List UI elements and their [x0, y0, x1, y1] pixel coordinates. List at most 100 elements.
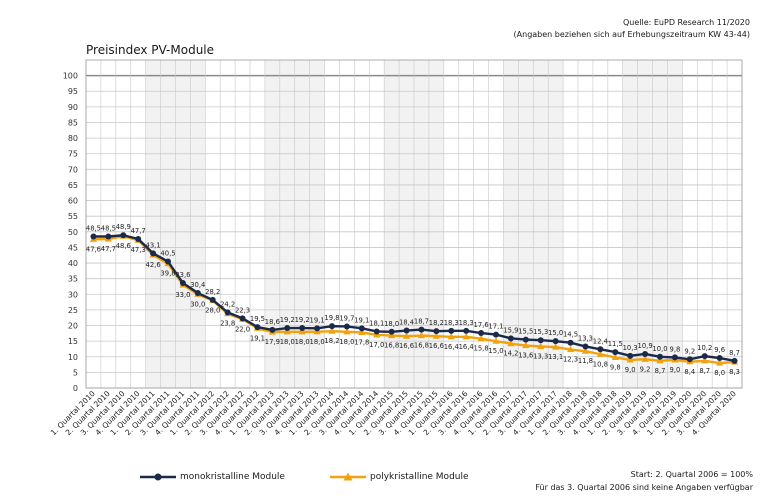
data-label-poly: 16,8 — [384, 342, 399, 350]
data-label-mono: 30,4 — [190, 281, 205, 289]
data-label-poly: 9,8 — [610, 363, 621, 371]
data-point-poly — [432, 332, 440, 339]
data-point-mono — [537, 337, 544, 344]
data-label-poly: 23,8 — [220, 320, 235, 328]
data-point-poly — [328, 327, 336, 334]
data-label-poly: 48,6 — [116, 242, 131, 250]
data-label-poly: 18,0 — [310, 338, 325, 346]
data-label-poly: 16,4 — [444, 343, 459, 351]
data-label-poly: 39,8 — [160, 270, 175, 278]
data-point-poly — [641, 355, 649, 362]
data-label-mono: 18,4 — [399, 319, 414, 327]
data-label-mono: 15,9 — [503, 326, 518, 334]
y-tick-label: 90 — [68, 103, 78, 112]
legend-label-mono: monokristalline Module — [180, 472, 285, 482]
y-tick-label: 100 — [63, 72, 78, 81]
data-point-mono — [224, 309, 231, 316]
data-label-poly: 19,1 — [250, 334, 265, 342]
source-note: Quelle: EuPD Research 11/2020 — [622, 18, 750, 27]
data-label-mono: 18,3 — [459, 319, 474, 327]
data-point-poly — [656, 357, 664, 364]
data-label-mono: 9,6 — [714, 346, 725, 354]
data-label-poly: 8,0 — [714, 369, 725, 377]
data-label-mono: 18,7 — [414, 318, 429, 326]
data-label-poly: 12,3 — [563, 356, 578, 364]
data-point-poly — [701, 357, 709, 364]
data-point-mono — [209, 296, 216, 303]
y-tick-label: 15 — [68, 337, 78, 346]
chart-title: Preisindex PV-Module — [86, 43, 215, 57]
y-tick-label: 30 — [68, 290, 78, 299]
data-label-mono: 10,3 — [623, 344, 638, 352]
data-point-mono — [627, 352, 634, 359]
data-label-mono: 18,1 — [369, 319, 384, 327]
y-tick-label: 35 — [68, 275, 78, 284]
data-label-mono: 22,3 — [235, 306, 250, 314]
data-label-poly: 16,4 — [459, 343, 474, 351]
plot-frame — [85, 59, 743, 389]
data-label-mono: 17,6 — [474, 321, 489, 329]
data-label-mono: 48,5 — [86, 224, 101, 232]
data-label-poly: 28,0 — [205, 307, 220, 315]
legend-label-poly: polykristalline Module — [370, 472, 469, 482]
data-point-mono — [448, 327, 455, 334]
data-label-mono: 48,9 — [116, 223, 131, 231]
data-label-poly: 42,6 — [146, 261, 161, 269]
legend-marker-poly — [330, 472, 366, 481]
data-point-poly — [611, 353, 619, 360]
y-tick-label: 0 — [73, 384, 78, 393]
y-tick-label: 40 — [68, 259, 78, 268]
data-label-poly: 9,2 — [640, 365, 651, 373]
data-point-poly — [507, 339, 515, 347]
data-label-mono: 47,7 — [131, 227, 146, 235]
data-point-mono — [194, 290, 201, 297]
data-point-mono — [642, 350, 649, 357]
data-label-poly: 18,0 — [295, 338, 310, 346]
data-label-mono: 28,2 — [205, 288, 220, 296]
data-label-poly: 13,3 — [533, 352, 548, 360]
data-label-poly: 8,7 — [699, 367, 710, 375]
data-point-poly — [447, 332, 455, 340]
data-point-poly — [462, 332, 470, 340]
y-tick-label: 45 — [68, 243, 78, 252]
data-point-poly — [417, 331, 426, 339]
data-label-mono: 15,0 — [548, 329, 563, 337]
data-point-poly — [388, 331, 396, 339]
data-point-mono — [433, 328, 440, 335]
data-label-poly: 22,0 — [235, 325, 250, 333]
data-label-poly: 16,8 — [414, 342, 429, 350]
data-point-poly — [522, 341, 530, 349]
data-label-poly: 15,0 — [488, 347, 503, 355]
data-point-mono — [314, 325, 321, 332]
data-point-poly — [358, 328, 366, 335]
data-point-poly — [477, 334, 485, 342]
data-label-poly: 18,2 — [324, 337, 339, 345]
data-point-mono — [657, 353, 663, 360]
data-label-mono: 19,1 — [354, 316, 369, 324]
data-point-poly — [298, 327, 306, 335]
data-point-mono — [403, 327, 410, 334]
data-point-mono — [478, 330, 485, 337]
data-label-mono: 40,5 — [160, 249, 175, 257]
data-label-mono: 12,4 — [593, 337, 608, 345]
data-point-mono — [522, 336, 529, 343]
y-tick-label: 5 — [73, 368, 78, 377]
data-label-poly: 8,3 — [729, 368, 740, 376]
data-point-poly — [283, 327, 291, 335]
data-point-mono — [284, 325, 291, 332]
y-tick-label: 70 — [68, 165, 78, 174]
data-label-mono: 48,5 — [101, 224, 116, 232]
data-point-mono — [597, 346, 604, 353]
data-point-mono — [388, 328, 395, 335]
data-label-mono: 24,2 — [220, 300, 235, 308]
data-label-poly: 33,0 — [175, 291, 190, 299]
data-point-poly — [596, 350, 604, 357]
data-point-poly — [581, 347, 590, 354]
data-point-mono — [463, 327, 470, 334]
data-label-poly: 47,7 — [101, 245, 116, 253]
data-label-mono: 15,3 — [533, 328, 548, 336]
y-tick-label: 85 — [68, 118, 78, 127]
data-point-mono — [299, 325, 306, 332]
data-point-mono — [567, 339, 574, 346]
data-point-mono — [731, 357, 738, 364]
